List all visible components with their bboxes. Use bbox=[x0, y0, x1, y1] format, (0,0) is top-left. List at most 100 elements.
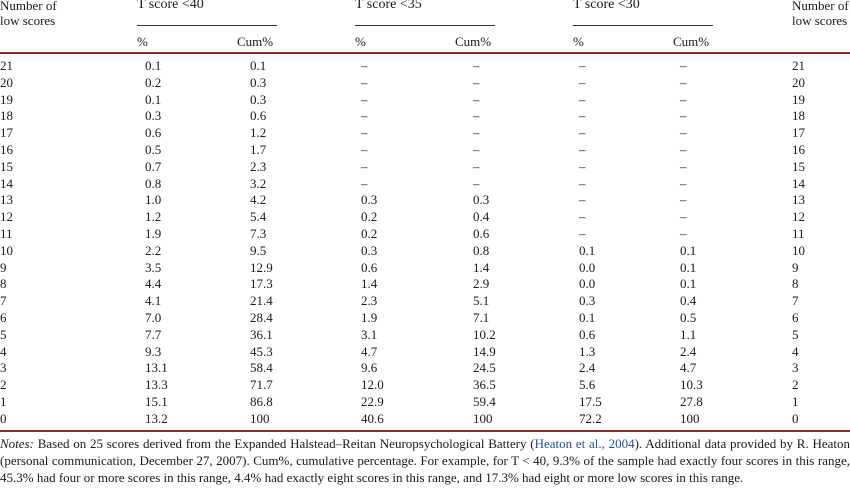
cell-pct-t30: 72.2 bbox=[579, 410, 602, 426]
cell-n-right: 15 bbox=[792, 158, 805, 174]
cell-pct-t40: 0.7 bbox=[145, 158, 162, 174]
cell-n-right: 1 bbox=[792, 393, 799, 409]
cell-pct-t30: – bbox=[579, 108, 586, 124]
table-row: 9 3.5 12.9 0.6 1.4 0.0 0.1 9 bbox=[0, 260, 850, 277]
cell-cum-t40: 0.3 bbox=[250, 91, 267, 107]
table-row: 12 1.2 5.4 0.2 0.4 – – 12 bbox=[0, 209, 850, 226]
cell-pct-t35: 9.6 bbox=[361, 360, 378, 376]
table-row: 5 7.7 36.1 3.1 10.2 0.6 1.1 5 bbox=[0, 327, 850, 344]
cell-pct-t35: – bbox=[361, 58, 368, 73]
cell-cum-t30: – bbox=[680, 192, 687, 208]
cell-n: 14 bbox=[0, 175, 13, 191]
citation-link[interactable]: Heaton et al., 2004 bbox=[534, 436, 635, 451]
cell-pct-t35: – bbox=[361, 125, 368, 141]
subheader-cum-t40: Cum% bbox=[237, 34, 274, 49]
cell-pct-t30: 0.6 bbox=[579, 326, 596, 342]
cell-cum-t30: – bbox=[680, 209, 687, 225]
cell-n-right: 8 bbox=[792, 276, 799, 292]
table-body: 21 0.1 0.1– – – –21 20 0.2 0.3– – – –20 19 0.1 0.3– – – –… bbox=[0, 58, 850, 428]
cell-cum-t40: 1.2 bbox=[250, 125, 267, 141]
cell-pct-t40: 0.5 bbox=[145, 141, 162, 157]
cell-cum-t30: – bbox=[680, 91, 687, 107]
subheader-pct-t35: % bbox=[355, 34, 366, 49]
cell-n: 11 bbox=[0, 225, 13, 241]
cell-n-right: 18 bbox=[792, 108, 805, 124]
cell-pct-t40: 7.0 bbox=[145, 309, 162, 325]
cell-n-right: 4 bbox=[792, 343, 799, 359]
cell-pct-t35: 3.1 bbox=[361, 326, 378, 342]
group-underline-t40 bbox=[137, 25, 277, 26]
table-row: 16 0.5 1.7 – – – – 16 bbox=[0, 142, 850, 159]
cell-n: 0 bbox=[0, 410, 7, 426]
cell-pct-t30: 0.3 bbox=[579, 293, 596, 309]
cell-n-right: 13 bbox=[792, 192, 805, 208]
notes-text-a: Based on 25 scores derived from the Expa… bbox=[33, 436, 535, 451]
cell-cum-t35: 10.2 bbox=[473, 326, 496, 342]
cell-n: 3 bbox=[0, 360, 7, 376]
cell-n-right: 14 bbox=[792, 175, 805, 191]
cell-cum-t40: 1.7 bbox=[250, 141, 267, 157]
cell-cum-t35: 100 bbox=[473, 410, 493, 426]
cell-pct-t40: 0.2 bbox=[145, 74, 162, 90]
cell-cum-t40: 45.3 bbox=[250, 343, 273, 359]
table-row: 13 1.0 4.2 0.3 0.3 – – 13 bbox=[0, 192, 850, 209]
cell-n: 6 bbox=[0, 309, 7, 325]
cell-pct-t40: 4.4 bbox=[145, 276, 162, 292]
cell-n: 20 bbox=[0, 74, 13, 90]
cell-n: 12 bbox=[0, 209, 13, 225]
cell-pct-t35: 1.9 bbox=[361, 309, 378, 325]
cell-pct-t35: 0.2 bbox=[361, 209, 378, 225]
cell-cum-t30: 0.1 bbox=[680, 259, 697, 275]
cell-pct-t35: 0.3 bbox=[361, 192, 378, 208]
cell-pct-t35: – bbox=[361, 108, 368, 124]
cell-cum-t30: – bbox=[680, 158, 687, 174]
cell-pct-t35: 0.3 bbox=[361, 242, 378, 258]
subheader-cum-t30: Cum% bbox=[673, 34, 710, 49]
cell-n: 8 bbox=[0, 276, 7, 292]
cell-cum-t40: 9.5 bbox=[250, 242, 267, 258]
cell-pct-t40: 7.7 bbox=[145, 326, 162, 342]
cell-cum-t40: 4.2 bbox=[250, 192, 267, 208]
cell-n-right: 20 bbox=[792, 74, 805, 90]
cell-cum-t40: 0.1 bbox=[250, 58, 267, 73]
cell-cum-t30: 0.1 bbox=[680, 242, 697, 258]
cell-n-right: 7 bbox=[792, 293, 799, 309]
left-header-line2: low scores bbox=[0, 13, 56, 28]
cell-cum-t40: 71.7 bbox=[250, 377, 273, 393]
cell-pct-t40: 13.3 bbox=[145, 377, 168, 393]
cell-pct-t40: 0.6 bbox=[145, 125, 162, 141]
cell-n-right: 16 bbox=[792, 141, 805, 157]
cell-n-right: 19 bbox=[792, 91, 805, 107]
subheader-cum-t35: Cum% bbox=[455, 34, 492, 49]
cell-cum-t35: – bbox=[473, 141, 480, 157]
cell-pct-t40: 0.1 bbox=[145, 58, 162, 73]
cell-n: 21 bbox=[0, 58, 13, 73]
cell-pct-t40: 0.8 bbox=[145, 175, 162, 191]
cell-cum-t40: 21.4 bbox=[250, 293, 273, 309]
cell-n-right: 0 bbox=[792, 410, 799, 426]
cell-pct-t35: 12.0 bbox=[361, 377, 384, 393]
cell-pct-t40: 2.2 bbox=[145, 242, 162, 258]
cell-n-right: 2 bbox=[792, 377, 799, 393]
cell-cum-t30: 1.1 bbox=[680, 326, 697, 342]
cell-cum-t30: 2.4 bbox=[680, 343, 697, 359]
cell-cum-t30: – bbox=[680, 175, 687, 191]
group-title-t30: T score <30 bbox=[573, 0, 640, 12]
subheader-pct-t40: % bbox=[137, 34, 148, 49]
cell-pct-t35: – bbox=[361, 74, 368, 90]
cell-n: 13 bbox=[0, 192, 13, 208]
cell-n-right: 12 bbox=[792, 209, 805, 225]
table-row: 21 0.1 0.1 – – – – 21 bbox=[0, 58, 850, 75]
cell-cum-t30: 0.5 bbox=[680, 309, 697, 325]
group-title-t40: T score <40 bbox=[137, 0, 204, 12]
cell-pct-t30: 0.0 bbox=[579, 276, 596, 292]
cell-pct-t30: 0.0 bbox=[579, 259, 596, 275]
cell-cum-t40: 12.9 bbox=[250, 259, 273, 275]
cell-pct-t30: 0.1 bbox=[579, 242, 596, 258]
cell-cum-t35: – bbox=[473, 91, 480, 107]
cell-pct-t30: – bbox=[579, 192, 586, 208]
table-row: 19 0.1 0.3 – – – – 19 bbox=[0, 92, 850, 109]
table-row: 17 0.6 1.2 – – – – 17 bbox=[0, 125, 850, 142]
cell-pct-t30: 0.1 bbox=[579, 309, 596, 325]
cell-n-right: 21 bbox=[792, 58, 805, 73]
